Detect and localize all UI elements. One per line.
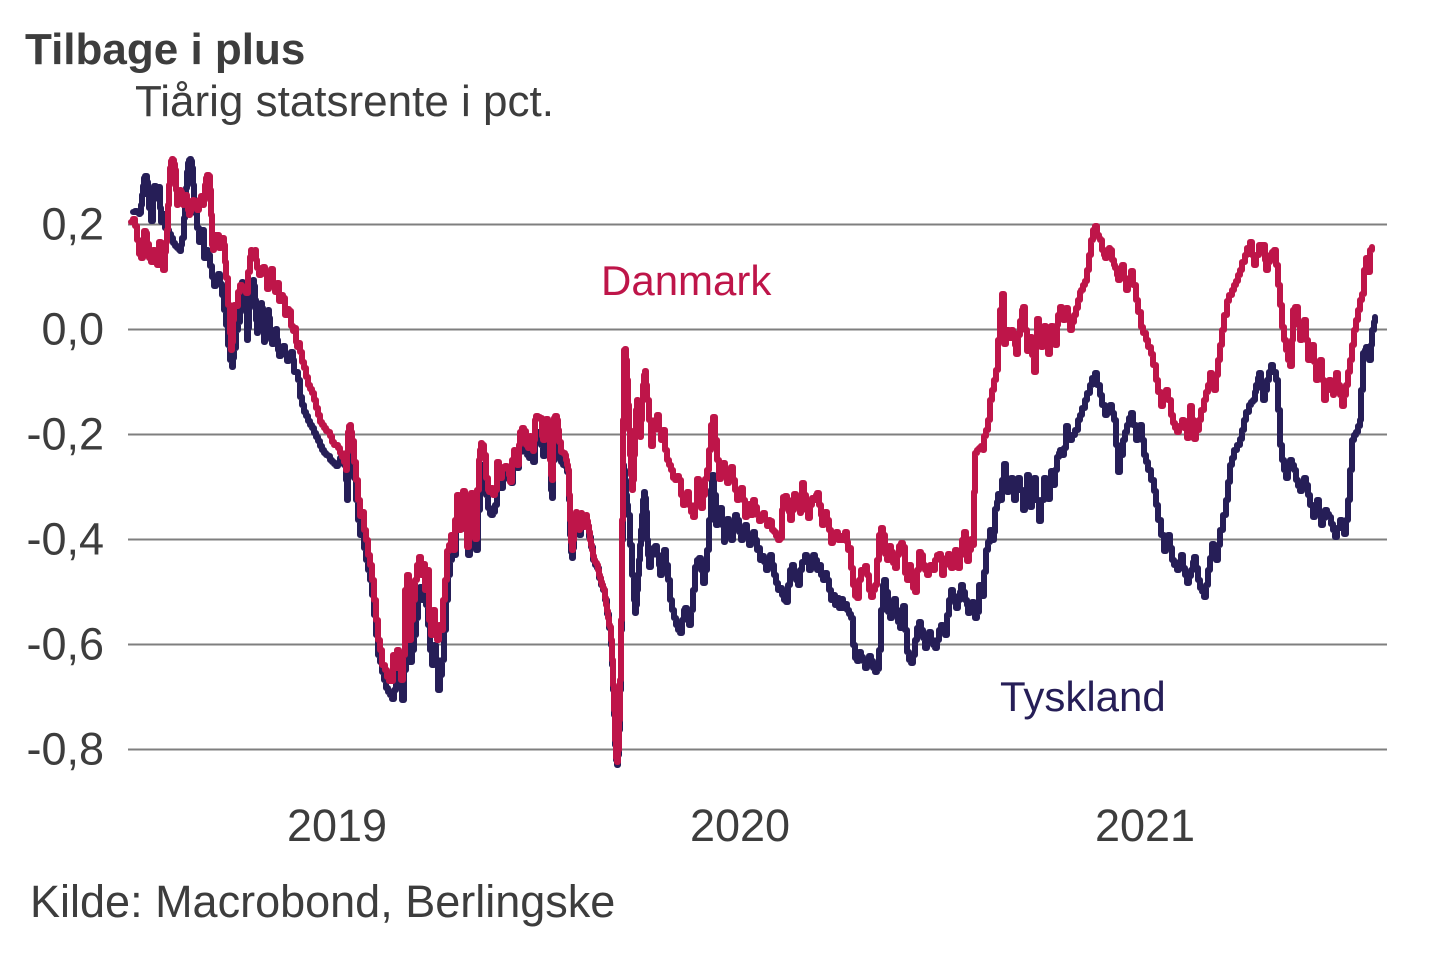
svg-text:Tiårig statsrente i pct.: Tiårig statsrente i pct. [135,77,554,126]
svg-text:2019: 2019 [287,800,387,851]
svg-text:Tilbage i plus: Tilbage i plus [25,25,305,74]
svg-text:0,0: 0,0 [41,304,104,355]
svg-text:0,2: 0,2 [41,199,104,250]
svg-text:-0,6: -0,6 [26,619,104,670]
svg-text:Danmark: Danmark [601,257,772,304]
svg-text:-0,2: -0,2 [26,409,104,460]
svg-text:Kilde: Macrobond, Berlingske: Kilde: Macrobond, Berlingske [30,876,615,927]
svg-text:-0,4: -0,4 [26,514,104,565]
svg-text:Tyskland: Tyskland [1000,673,1166,720]
svg-text:-0,8: -0,8 [26,724,104,775]
svg-text:2021: 2021 [1095,800,1195,851]
svg-text:2020: 2020 [690,800,790,851]
